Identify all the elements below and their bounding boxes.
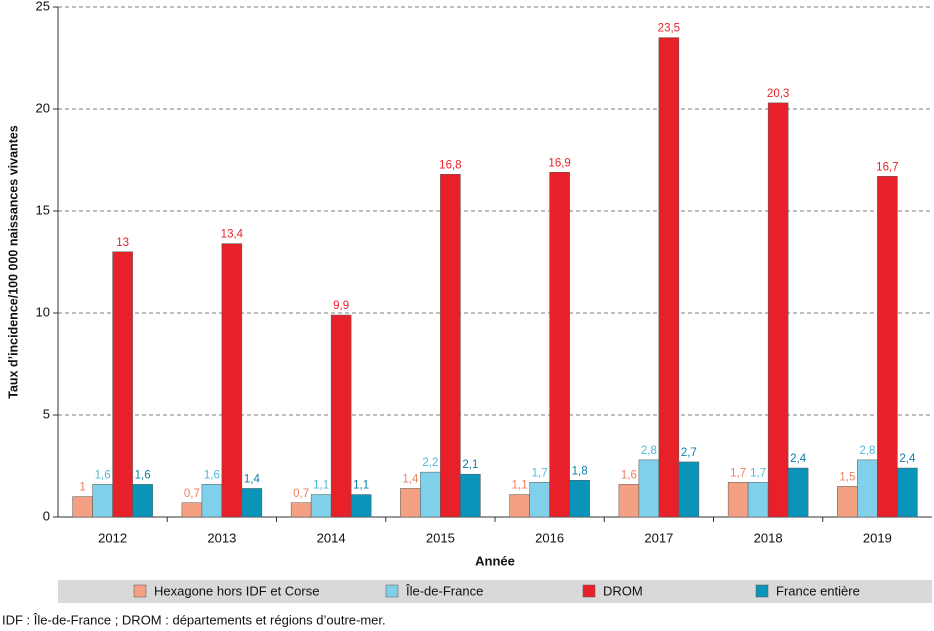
x-tick-label: 2019 xyxy=(863,530,892,545)
value-label: 23,5 xyxy=(658,23,680,35)
value-label: 0,7 xyxy=(184,488,200,500)
bar xyxy=(549,171,570,518)
value-label: 1,1 xyxy=(512,480,528,492)
value-label: 1,7 xyxy=(532,467,548,479)
bar xyxy=(221,243,243,518)
value-label: 9,9 xyxy=(333,300,349,312)
legend-label: Hexagone hors IDF et Corse xyxy=(154,583,319,598)
bar xyxy=(290,502,312,518)
legend-swatch xyxy=(582,584,596,598)
x-axis-title: Année xyxy=(475,553,515,568)
bar xyxy=(747,482,769,518)
bar xyxy=(400,488,421,518)
value-label: 0,7 xyxy=(293,488,309,500)
value-label: 1,6 xyxy=(204,469,220,481)
legend-label: Île-de-France xyxy=(405,583,483,598)
value-label: 1,4 xyxy=(244,473,261,485)
value-label: 2,7 xyxy=(681,447,697,459)
bar xyxy=(440,174,461,518)
value-label: 1,6 xyxy=(621,469,637,481)
value-label: 16,9 xyxy=(548,157,570,169)
value-label: 20,3 xyxy=(767,88,789,100)
y-tick-label: 10 xyxy=(36,304,50,319)
x-tick-label: 2014 xyxy=(317,530,346,545)
value-label: 1,1 xyxy=(353,480,369,492)
y-tick-label: 15 xyxy=(36,202,50,217)
value-label: 13 xyxy=(116,237,129,249)
value-label: 16,8 xyxy=(439,159,461,171)
value-label: 1,6 xyxy=(135,469,151,481)
bar xyxy=(837,486,858,518)
bar xyxy=(569,480,590,518)
bar xyxy=(310,494,332,518)
y-tick-label: 0 xyxy=(43,508,50,523)
bar xyxy=(678,461,700,518)
value-label: 1,4 xyxy=(402,473,419,485)
value-label: 2,8 xyxy=(859,445,875,457)
legend-swatch xyxy=(755,584,769,598)
bar xyxy=(638,459,660,518)
bar xyxy=(787,467,809,518)
value-label: 2,1 xyxy=(462,459,478,471)
legend-swatch xyxy=(385,584,399,598)
legend-label: DROM xyxy=(603,583,643,598)
x-tick-label: 2013 xyxy=(207,530,236,545)
value-label: 1,7 xyxy=(730,467,746,479)
bar xyxy=(181,502,203,518)
x-tick-label: 2016 xyxy=(535,530,564,545)
y-tick-label: 25 xyxy=(36,0,50,13)
bar xyxy=(460,473,481,518)
y-tick-label: 20 xyxy=(36,100,50,115)
bar xyxy=(132,484,153,518)
value-label: 2,4 xyxy=(899,453,916,465)
y-axis-title: Taux d’incidence/100 000 naissances viva… xyxy=(6,125,20,399)
value-label: 1,8 xyxy=(572,465,588,477)
bar xyxy=(529,482,550,518)
legend-box xyxy=(58,580,932,603)
bar xyxy=(877,176,898,518)
bar xyxy=(112,251,133,518)
bar xyxy=(509,494,530,518)
value-label: 1,6 xyxy=(95,469,111,481)
value-label: 1 xyxy=(79,482,85,494)
value-label: 2,4 xyxy=(790,453,807,465)
bar xyxy=(201,484,223,518)
bar xyxy=(767,102,789,518)
value-label: 1,5 xyxy=(839,471,855,483)
x-tick-label: 2012 xyxy=(98,530,127,545)
legend-label: France entière xyxy=(776,583,860,598)
bar xyxy=(658,37,680,518)
bar xyxy=(92,484,113,518)
x-tick-label: 2017 xyxy=(644,530,673,545)
y-tick-label: 5 xyxy=(43,406,50,421)
value-label: 2,8 xyxy=(641,445,657,457)
bar xyxy=(897,467,918,518)
legend-swatch xyxy=(133,584,147,598)
x-tick-label: 2015 xyxy=(426,530,455,545)
bar xyxy=(241,488,263,518)
x-tick-label: 2018 xyxy=(754,530,783,545)
bar xyxy=(857,459,878,518)
bar xyxy=(727,482,749,518)
value-label: 1,7 xyxy=(750,467,766,479)
bar xyxy=(420,471,441,518)
bar xyxy=(330,314,352,518)
value-label: 2,2 xyxy=(422,457,438,469)
value-label: 13,4 xyxy=(221,229,244,241)
bar xyxy=(350,494,372,518)
bar xyxy=(72,496,93,518)
footnote: IDF : Île-de-France ; DROM : département… xyxy=(2,612,386,627)
bar xyxy=(618,484,640,518)
value-label: 16,7 xyxy=(876,161,898,173)
value-label: 1,1 xyxy=(313,480,329,492)
